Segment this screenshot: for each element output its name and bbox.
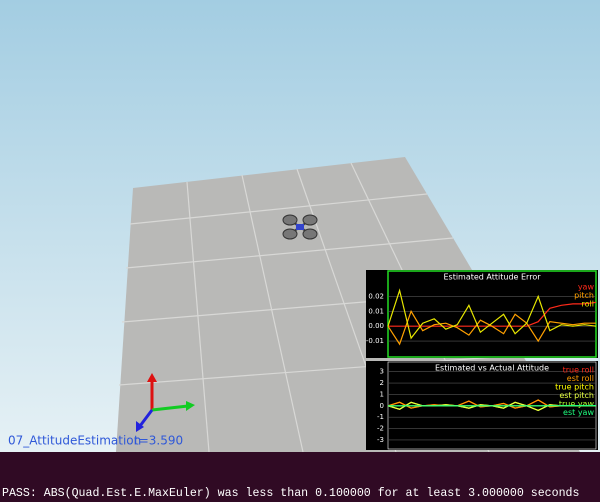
series-line [387,288,597,340]
legend-entry: true yaw [559,400,595,409]
y-tick-label: -2 [377,425,384,433]
y-tick-label: 0 [380,402,384,410]
legend-entry: roll [582,300,594,309]
legend-entry: est yaw [563,408,594,417]
plot-frame [387,270,597,358]
y-tick-label: 1 [380,390,384,398]
quadrotor [282,214,318,240]
legend-entry: est pitch [559,391,594,400]
scene: 07_AttitudeEstimation t=3.590 Estimated … [0,0,600,452]
series-line [387,309,596,346]
legend-entry: yaw [578,283,595,292]
y-tick-label: 3 [380,368,384,376]
console: PASS: ABS(Quad.Est.E.MaxEuler) was less … [0,452,600,502]
legend-entry: true pitch [555,383,594,392]
y-tick-label: 0.00 [368,322,384,330]
plot-title: Estimated vs Actual Attitude [435,364,549,373]
legend-entry: true roll [563,366,594,375]
plot-background [366,270,598,358]
y-tick-label: 0.01 [368,307,384,315]
y-tick-label: -1 [377,413,384,421]
console-line: PASS: ABS(Quad.Est.E.MaxEuler) was less … [2,487,580,500]
y-tick-label: 0.02 [368,292,384,300]
scenario-label: 07_AttitudeEstimation [8,434,141,448]
y-tick-label: -3 [377,436,384,444]
plot-title: Estimated Attitude Error [443,273,541,282]
time-label: t=3.590 [134,434,183,448]
plots: Estimated Attitude Error 0.02 0.01 0.00 -0.0… [366,270,598,450]
y-tick-label: 2 [380,379,384,387]
axes-gizmo [136,373,195,432]
legend-entry: pitch [574,291,594,300]
legend-entry: est roll [567,374,594,383]
y-tick-label: -0.01 [366,337,384,345]
